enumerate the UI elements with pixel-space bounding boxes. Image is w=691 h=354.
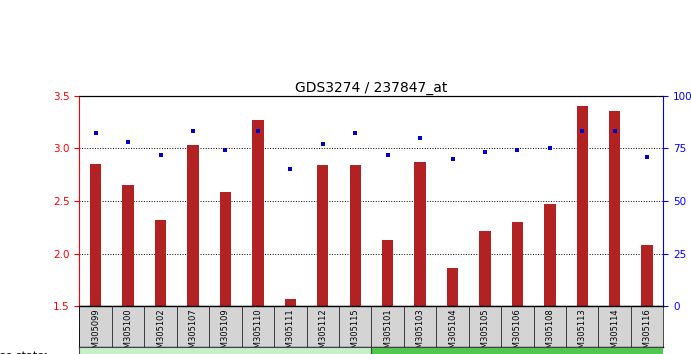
- Text: GSM305102: GSM305102: [156, 308, 165, 354]
- Text: GSM305111: GSM305111: [286, 308, 295, 354]
- Point: [220, 148, 231, 153]
- Point: [90, 131, 101, 136]
- Bar: [350, 165, 361, 306]
- Bar: [122, 185, 134, 306]
- Text: GSM305106: GSM305106: [513, 308, 522, 354]
- Text: GSM305108: GSM305108: [545, 308, 554, 354]
- Text: GSM305114: GSM305114: [610, 308, 619, 354]
- Title: GDS3274 / 237847_at: GDS3274 / 237847_at: [295, 81, 448, 95]
- Point: [187, 129, 198, 134]
- Text: disease state: disease state: [0, 351, 44, 354]
- Point: [155, 152, 166, 158]
- Bar: [285, 299, 296, 306]
- Text: GSM305099: GSM305099: [91, 308, 100, 354]
- Bar: [371, 347, 663, 354]
- Text: GSM305103: GSM305103: [415, 308, 424, 354]
- Bar: [79, 347, 372, 354]
- Bar: [415, 162, 426, 306]
- Point: [480, 150, 491, 155]
- Point: [350, 131, 361, 136]
- Bar: [317, 165, 328, 306]
- Point: [122, 139, 133, 145]
- Point: [609, 129, 621, 134]
- Text: GSM305116: GSM305116: [643, 308, 652, 354]
- Point: [317, 141, 328, 147]
- Bar: [641, 245, 653, 306]
- Bar: [155, 220, 167, 306]
- Bar: [447, 268, 458, 306]
- Point: [577, 129, 588, 134]
- Bar: [382, 240, 393, 306]
- Bar: [512, 222, 523, 306]
- Bar: [544, 204, 556, 306]
- Point: [252, 129, 263, 134]
- Text: GSM305107: GSM305107: [189, 308, 198, 354]
- Text: GSM305115: GSM305115: [351, 308, 360, 354]
- Bar: [480, 232, 491, 306]
- Bar: [609, 112, 621, 306]
- Text: GSM305109: GSM305109: [221, 308, 230, 354]
- Bar: [90, 164, 102, 306]
- Point: [285, 166, 296, 172]
- Point: [382, 152, 393, 158]
- Text: GSM305110: GSM305110: [254, 308, 263, 354]
- Text: GSM305113: GSM305113: [578, 308, 587, 354]
- Point: [447, 156, 458, 161]
- Bar: [187, 145, 199, 306]
- Point: [545, 145, 556, 151]
- Point: [415, 135, 426, 141]
- Bar: [576, 106, 588, 306]
- Bar: [220, 193, 231, 306]
- Text: GSM305112: GSM305112: [319, 308, 328, 354]
- Text: GSM305100: GSM305100: [124, 308, 133, 354]
- Text: GSM305101: GSM305101: [383, 308, 392, 354]
- Point: [512, 148, 523, 153]
- Bar: [252, 120, 263, 306]
- Point: [642, 154, 653, 160]
- Text: GSM305105: GSM305105: [480, 308, 489, 354]
- Text: GSM305104: GSM305104: [448, 308, 457, 354]
